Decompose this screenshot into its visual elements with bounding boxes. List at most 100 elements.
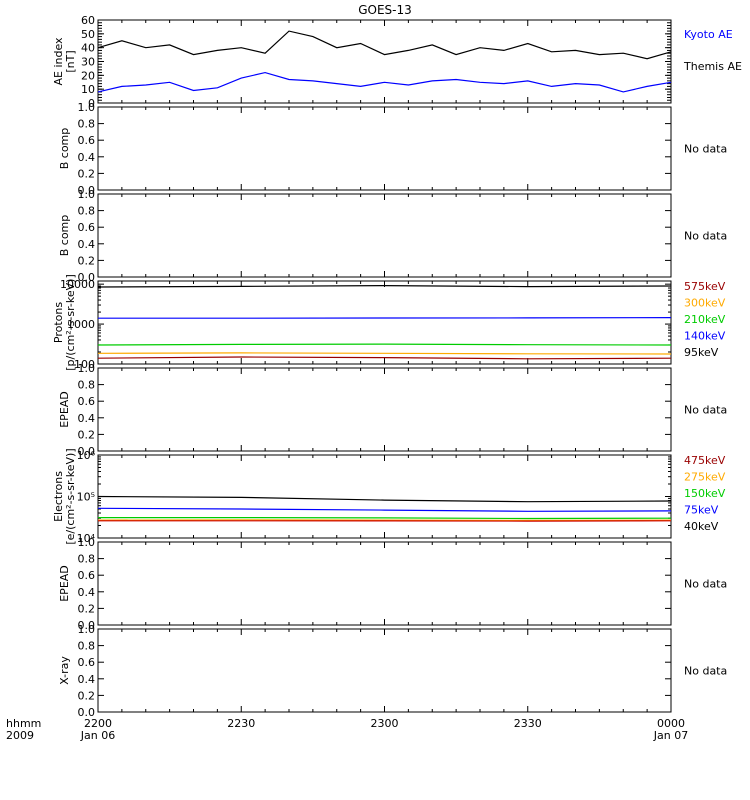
y-tick-label: 0.6	[78, 569, 96, 582]
series-line-150kev	[98, 516, 672, 520]
panel-4: 100 1000 10000 Protons [p/(cm²-s-sr-keV)] 575…	[52, 274, 726, 371]
panel-frame	[97, 367, 672, 452]
x-tick-label: 2230	[227, 717, 255, 730]
y-tick-label: 0.0	[78, 445, 96, 458]
series-line-300kev	[98, 317, 672, 319]
y-tick-label: 0.4	[78, 412, 96, 425]
y-axis-label-line2: [p/(cm²-s-sr-keV)]	[64, 274, 77, 371]
y-tick-label: 0.6	[78, 221, 96, 234]
y-tick-label: 10⁶	[77, 449, 96, 462]
x-tick-label: 0000	[657, 717, 685, 730]
y-tick-label: 0.0	[78, 706, 96, 719]
y-axis-label-line1: Protons	[52, 302, 65, 343]
x-tick-label: 2200	[84, 717, 112, 730]
y-axis-label-line2: [e/(cm²-s-sr-keV)]	[64, 448, 77, 544]
y-axis-label: X-ray	[58, 656, 71, 685]
y-tick-label: 0.8	[78, 379, 96, 392]
series-line-575kev	[97, 284, 672, 288]
y-axis-label: EPEAD	[58, 391, 71, 428]
y-tick-label: 0.0	[78, 184, 96, 197]
y-tick-label: 1.0	[78, 188, 96, 201]
y-tick-label: 1.0	[78, 623, 96, 636]
y-tick-label: 0.6	[78, 656, 96, 669]
series-line-75kev	[97, 519, 672, 522]
no-data-note: No data	[684, 665, 727, 678]
y-tick-label: 1.0	[78, 362, 96, 375]
y-tick-label: 0.8	[78, 640, 96, 653]
y-tick-label: 60	[81, 14, 95, 27]
y-tick-label: 10	[81, 83, 95, 96]
y-tick-label: 30	[81, 56, 95, 69]
y-tick-label: 1.0	[78, 101, 96, 114]
x-axis-label-hhmm: hhmm	[6, 717, 41, 730]
legend-entry: 210keV	[684, 313, 726, 326]
panel-frame	[97, 280, 672, 365]
legend-entry: 150keV	[684, 487, 726, 500]
y-tick-label: 0.4	[78, 151, 96, 164]
y-tick-label: 0.0	[78, 619, 96, 632]
legend-entry: 300keV	[684, 297, 726, 310]
panel-frame	[97, 19, 672, 104]
x-date-label-start: Jan 06	[80, 729, 115, 742]
panel-frame	[97, 193, 672, 278]
panel-2: 0.0 0.2 0.4 0.6 0.8 1.0 B comp No data	[58, 101, 727, 197]
legend-entry: 575keV	[684, 280, 726, 293]
y-tick-label: 0.2	[78, 254, 96, 267]
panel-8: 0.0 0.2 0.4 0.6 0.8 1.0 X-ray No data	[58, 623, 727, 719]
y-tick-label: 0	[88, 97, 95, 110]
series-line-themis-ae	[97, 71, 672, 93]
y-tick-label: 10⁴	[77, 532, 96, 545]
series-line-275kev	[97, 507, 672, 512]
panel-frame	[97, 541, 672, 626]
y-tick-label: 0.0	[78, 271, 96, 284]
no-data-note: No data	[684, 404, 727, 417]
y-tick-label: 0.8	[78, 118, 96, 131]
y-tick-label: 40	[81, 42, 95, 55]
y-tick-label: 50	[81, 28, 95, 41]
plot-title: GOES-13	[358, 3, 412, 17]
no-data-note: No data	[684, 578, 727, 591]
y-tick-label: 1000	[67, 318, 95, 331]
y-axis-label: EPEAD	[58, 565, 71, 602]
y-tick-label: 10000	[60, 278, 95, 291]
y-tick-label: 0.2	[78, 602, 96, 615]
legend-entry: 140keV	[684, 330, 726, 343]
panel-3: 0.0 0.2 0.4 0.6 0.8 1.0 B comp No data	[58, 188, 727, 284]
series-line-95kev	[97, 356, 672, 360]
x-date-label-end: Jan 07	[653, 729, 688, 742]
y-axis-label-line2: [nT]	[64, 50, 77, 72]
series-line-475kev	[97, 495, 672, 503]
y-axis-label-line1: AE index	[52, 37, 65, 86]
y-tick-label: 0.8	[78, 553, 96, 566]
panel-7: 0.0 0.2 0.4 0.6 0.8 1.0 EPEAD No data	[58, 536, 727, 632]
series-line-140kev	[97, 352, 672, 355]
series-line-kyoto-ae	[97, 30, 672, 60]
legend-entry: 40keV	[684, 520, 719, 533]
panel-5: 0.0 0.2 0.4 0.6 0.8 1.0 EPEAD No data	[58, 362, 727, 458]
panel-frame	[97, 106, 672, 191]
x-axis-label-year: 2009	[6, 729, 34, 742]
legend-entry: Themis AE	[683, 60, 742, 73]
y-tick-label: 0.6	[78, 134, 96, 147]
y-tick-label: 0.8	[78, 205, 96, 218]
y-tick-label: 0.6	[78, 395, 96, 408]
y-tick-label: 0.4	[78, 238, 96, 251]
legend-entry: 475keV	[684, 454, 726, 467]
legend-entry: Kyoto AE	[684, 28, 733, 41]
legend-entry: 95keV	[684, 346, 719, 359]
y-axis-label: B comp	[58, 128, 71, 170]
y-tick-label: 0.2	[78, 167, 96, 180]
panel-frame	[97, 628, 672, 713]
x-tick-label: 2300	[371, 717, 399, 730]
y-tick-label: 0.4	[78, 586, 96, 599]
y-axis-label-line1: Electrons	[52, 471, 65, 522]
y-tick-label: 100	[74, 358, 95, 371]
y-tick-label: 0.2	[78, 428, 96, 441]
y-tick-label: 0.4	[78, 673, 96, 686]
y-tick-label: 0.2	[78, 689, 96, 702]
time-axis: hhmm 2009 Jan 06 Jan 07 2200 2230 2300 2330…	[6, 717, 688, 742]
y-tick-label: 1.0	[78, 536, 96, 549]
no-data-note: No data	[684, 143, 727, 156]
